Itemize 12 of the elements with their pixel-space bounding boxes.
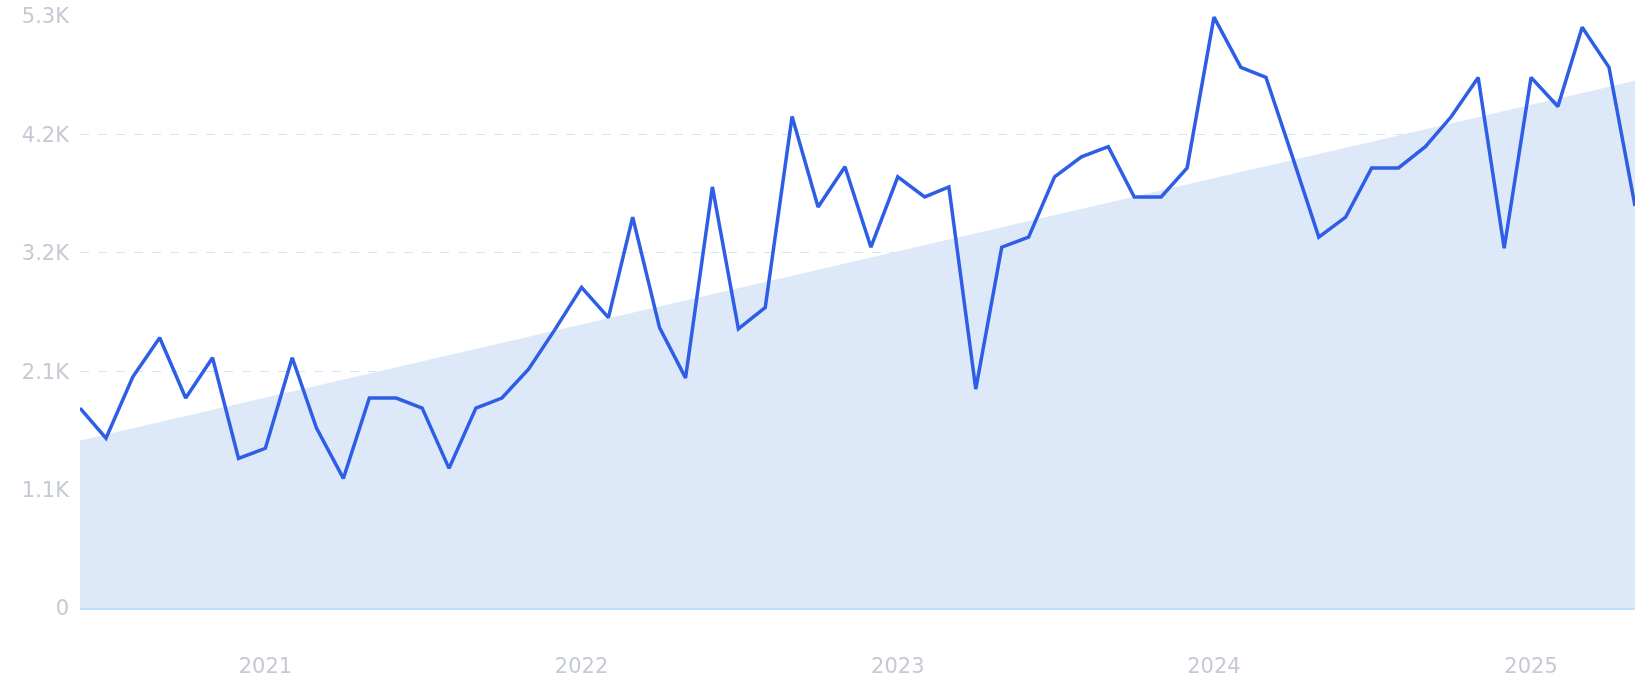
- y-tick-label: 3.2K: [21, 241, 71, 266]
- x-tick-label: 2023: [871, 653, 925, 678]
- x-tick-label: 2021: [238, 653, 293, 678]
- line-series: [80, 16, 1635, 481]
- x-tick-label: 2025: [1504, 653, 1558, 678]
- y-tick-label: 2.1K: [21, 359, 71, 384]
- y-tick-label: 5.3K: [21, 4, 71, 29]
- x-tick-label: 2024: [1187, 653, 1241, 678]
- y-tick-label: 0: [55, 596, 69, 621]
- x-tick-label: 2022: [554, 653, 609, 678]
- y-tick-label: 4.2K: [21, 122, 71, 147]
- y-tick-label: 1.1K: [21, 477, 71, 502]
